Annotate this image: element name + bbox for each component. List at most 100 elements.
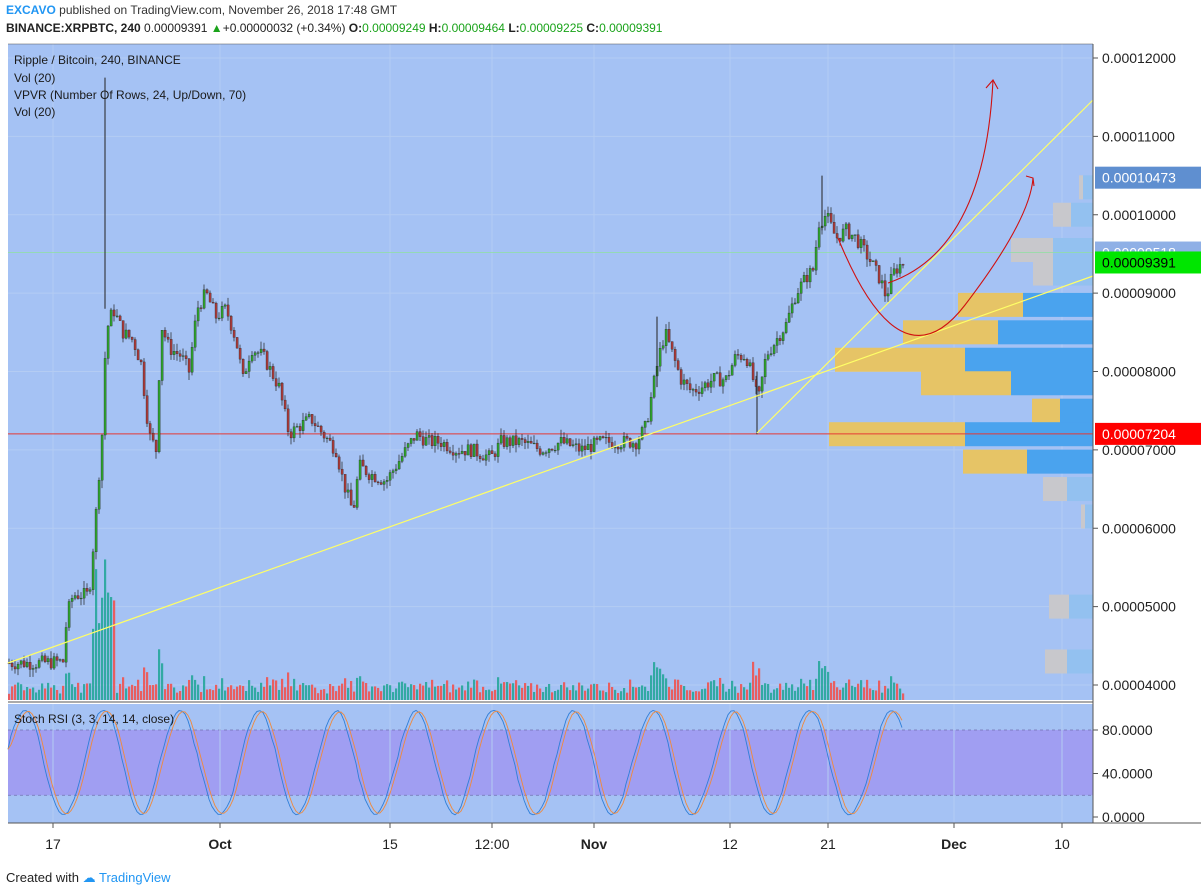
candle-body [424,437,428,446]
tradingview-link[interactable]: TradingView [99,870,171,885]
candle-body [151,432,155,441]
volume-bar [212,690,215,700]
volume-bar [641,685,644,700]
candle-body [118,315,122,321]
trendline-long[interactable] [7,275,1094,664]
stoch-rsi-legend[interactable]: Stoch RSI (3, 3, 14, 14, close) [14,712,175,726]
candle-body [112,309,116,317]
volume-bar [176,692,179,700]
vol-legend[interactable]: Vol (20) [14,71,56,85]
candle-body [91,551,95,590]
price-change: +0.00000032 (+0.34%) [222,21,346,35]
candle-body [715,372,719,374]
volume-bar [122,677,125,700]
y-tick-label: 0.00011000 [1102,128,1175,144]
volume-bar [101,597,104,700]
candle-body [16,664,20,670]
volume-bar [446,680,449,700]
volume-bar [71,684,74,700]
candle-body [133,339,137,350]
candle-body [106,325,110,359]
volume-bar [209,689,212,700]
candle-body [343,474,347,493]
x-tick-label: Nov [581,836,608,852]
projection-arrow-upper[interactable] [887,79,994,284]
candle-body [706,382,710,388]
candle-body [646,421,650,423]
candle-body [871,260,875,262]
candle-body [427,435,431,438]
volume-bar [857,683,860,700]
volume-bar [416,689,419,700]
vol-legend-2[interactable]: Vol (20) [14,105,56,119]
vp-up-bar [1083,175,1093,200]
volume-bar [113,600,116,700]
volume-bar [20,684,23,700]
volume-bar [698,691,701,700]
candle-body [685,379,689,384]
candle-body [217,317,221,320]
candle-body [814,247,818,271]
volume-bar [326,693,329,700]
volume-bar [644,686,647,700]
stoch-rsi-pane[interactable] [7,704,1093,823]
volume-bar [806,686,809,700]
trendline-steep[interactable] [756,99,1094,434]
candle-body [652,375,656,398]
y-tick-label: 0.00010000 [1102,207,1176,223]
volume-bar [800,678,803,700]
volume-bar [263,686,266,700]
volume-bar [95,569,98,700]
vp-up-bar [998,320,1093,345]
volume-bar [512,683,515,700]
volume-bar [809,679,812,700]
candle-body [799,281,803,294]
volume-bar [692,691,695,700]
volume-bar [599,690,602,700]
rsi-tick-label: 40.0000 [1102,766,1153,782]
price-pane[interactable] [7,44,1094,700]
volume-bar [338,685,341,700]
candle-body [163,330,167,338]
candle-body [673,349,677,361]
candle-body [208,292,212,303]
volume-bar [224,690,227,700]
candle-body [487,450,491,456]
candle-body [772,345,776,354]
stoch-k-line [7,709,903,816]
author-name[interactable]: EXCAVO [6,3,56,17]
candle-body [382,481,386,485]
volume-bar [206,689,209,700]
volume-bar [218,688,221,700]
candle-body [421,436,425,446]
candle-body [451,452,455,456]
volume-bar [521,687,524,700]
volume-bar [632,686,635,700]
volume-bar [464,690,467,700]
volume-bar [827,671,830,700]
candle-body [748,362,752,367]
vpvr-legend[interactable]: VPVR (Number Of Rows, 24, Up/Down, 70) [14,88,247,102]
vp-up-bar [1067,477,1093,502]
volume-bar [167,683,170,700]
candle-body [280,382,284,401]
candle-body [436,436,440,444]
candle-body [322,431,326,439]
volume-bar [83,684,86,700]
volume-bar [650,675,653,700]
volume-bar [431,679,434,700]
volume-bar [569,690,572,700]
vp-up-bar [1053,238,1093,263]
candle-body [181,355,185,357]
candle-body [508,437,512,446]
volume-bar [536,684,539,700]
y-tick-label: 0.00006000 [1102,520,1176,536]
x-tick-label: 15 [382,836,398,852]
candle-body [22,660,26,667]
projection-arrow-lower[interactable] [837,177,1034,336]
volume-bar [836,687,839,700]
candle-body [742,359,746,361]
volume-bar [518,685,521,700]
chart-title-legend[interactable]: Ripple / Bitcoin, 240, BINANCE [14,53,181,67]
